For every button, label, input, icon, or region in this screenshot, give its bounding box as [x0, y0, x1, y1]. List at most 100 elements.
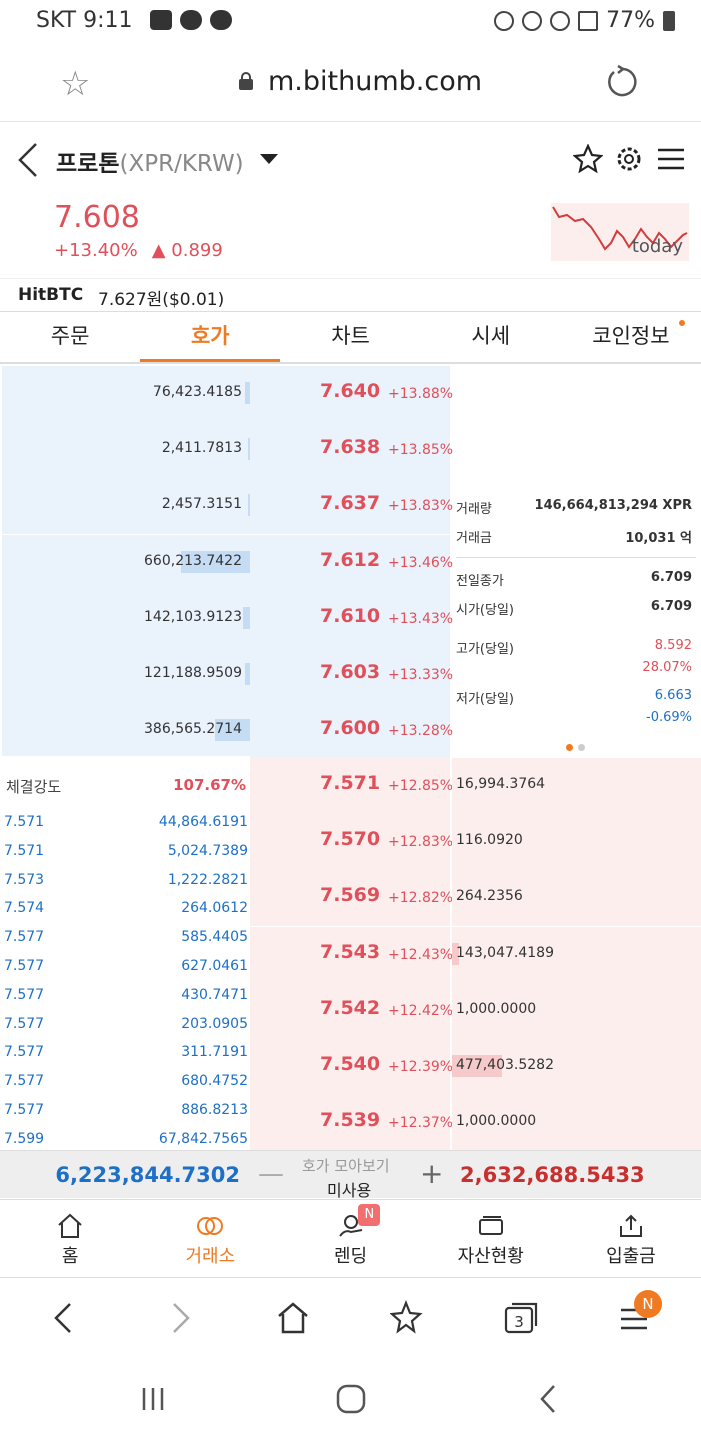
hitbtc-price: 7.627원($0.01) — [98, 290, 225, 310]
browser-home-icon[interactable] — [276, 1300, 310, 1336]
back-arrow-icon[interactable] — [14, 140, 42, 180]
menu-hamburger-icon[interactable] — [656, 144, 686, 174]
collect-state[interactable]: 미사용 — [327, 1181, 372, 1200]
market-dropdown-icon[interactable] — [260, 154, 278, 164]
nav-exchange[interactable]: 거래소 — [140, 1200, 280, 1277]
chat-notification-icon — [180, 10, 202, 30]
bookmark-star-icon[interactable]: ☆ — [60, 64, 91, 104]
ask-qty-bar — [245, 663, 250, 685]
nav-assets[interactable]: 자산현황 — [421, 1200, 561, 1277]
nav-deposit[interactable]: 입출금 — [561, 1200, 701, 1277]
bid-price-row[interactable]: 7.570 +12.83% — [250, 814, 454, 871]
trade-price: 7.577 — [4, 1044, 45, 1061]
sparkline-chart[interactable]: today — [551, 203, 689, 261]
ask-price-row[interactable]: 7.637 +13.83% — [250, 478, 453, 535]
tab-orderbook[interactable]: 호가 — [140, 312, 281, 362]
page-dot — [578, 744, 586, 751]
bid-price-row[interactable]: 7.543 +12.43% — [250, 926, 453, 983]
ask-qty: 2,411.7813 — [161, 440, 242, 457]
ask-qty-cell: 76,423.4185 — [2, 366, 250, 422]
stat-amount: 거래금 10,031 억 — [456, 527, 696, 549]
ask-qty-bar — [248, 438, 250, 461]
tab-chart[interactable]: 차트 — [331, 324, 370, 348]
stat-prev-close: 전일종가 6.709 — [456, 570, 696, 592]
stat-volume: 거래량 146,664,813,294 XPR — [456, 498, 696, 520]
url-text[interactable]: m.bithumb.com — [268, 66, 483, 97]
tab-quotes[interactable]: 시세 — [471, 324, 511, 348]
ask-price-row[interactable]: 7.640 +13.88% — [250, 366, 454, 422]
ask-pct: +13.85% — [388, 442, 454, 459]
stat-low: 저가(당일) 6.663 -0.69% — [456, 688, 696, 732]
bid-price: 7.570 — [320, 828, 381, 851]
system-back-icon[interactable] — [534, 1382, 562, 1416]
bid-price-row[interactable]: 7.569 +12.82% — [250, 870, 453, 927]
trade-row: 7.571 44,864.6191 — [4, 808, 248, 836]
collect-label: 호가 모아보기 — [302, 1157, 390, 1175]
ask-qty-bar — [248, 494, 250, 517]
ask-price-row[interactable]: 7.612 +13.46% — [250, 534, 454, 591]
ask-pct: +13.88% — [388, 386, 454, 402]
bid-pct: +12.42% — [388, 1002, 454, 1019]
ask-pct: +13.46% — [388, 554, 454, 571]
stat-high: 고가(당일) 8.592 28.07% — [456, 638, 696, 682]
bid-price-row[interactable]: 7.540 +12.39% — [250, 1039, 453, 1095]
recent-apps-icon[interactable] — [138, 1384, 168, 1414]
ask-qty-cell: 121,188.9509 — [2, 647, 250, 703]
system-home-icon[interactable] — [334, 1382, 368, 1416]
ask-qty: 386,565.2714 — [144, 721, 242, 738]
collect-minus-button[interactable]: — — [258, 1159, 284, 1189]
bid-pct: +12.83% — [388, 834, 454, 851]
bid-qty-cell: 143,047.4189 — [452, 926, 701, 983]
trade-price: 7.573 — [4, 871, 45, 888]
favorite-star-icon[interactable] — [573, 144, 603, 174]
ask-pct: +13.33% — [388, 667, 454, 683]
market-title[interactable]: 프로톤(XPR/KRW) — [56, 144, 244, 178]
gallery-notification-icon — [150, 10, 172, 30]
stat-open-label: 시가(당일) — [456, 603, 514, 618]
bid-price-row[interactable]: 7.539 +12.37% — [250, 1095, 453, 1152]
trade-qty: 311.7191 — [181, 1044, 248, 1061]
bid-qty-cell: 116.0920 — [452, 814, 701, 871]
ask-price-row[interactable]: 7.638 +13.85% — [250, 422, 454, 479]
bid-price: 7.539 — [320, 1109, 381, 1132]
ask-price: 7.638 — [320, 436, 381, 459]
tab-coin-info[interactable]: 코인정보 — [561, 312, 701, 362]
browser-bookmarks-icon[interactable] — [390, 1300, 426, 1336]
bid-price-row[interactable]: 7.571 +12.85% — [250, 758, 453, 814]
tab-order[interactable]: 주문 — [50, 324, 90, 348]
reload-icon[interactable] — [604, 64, 640, 100]
browser-back-icon[interactable] — [48, 1300, 78, 1336]
ask-qty-bar — [242, 606, 250, 629]
browser-tabs-icon[interactable]: 3 — [504, 1300, 540, 1336]
ask-price: 7.610 — [320, 604, 381, 627]
ask-price-row[interactable]: 7.603 +13.33% — [250, 647, 454, 703]
trade-qty: 203.0905 — [181, 1015, 248, 1032]
stat-low-label: 저가(당일) — [456, 692, 514, 707]
browser-forward-icon[interactable] — [166, 1300, 196, 1336]
ask-qty: 142,103.9123 — [144, 608, 242, 625]
nav-home[interactable]: 홈 — [0, 1200, 140, 1277]
trade-price: 7.571 — [4, 814, 45, 830]
browser-toolbar: 3 — [0, 1277, 701, 1359]
trade-row: 7.577 886.8213 — [4, 1096, 248, 1124]
ask-price-row[interactable]: 7.610 +13.43% — [250, 590, 453, 647]
ask-price-row[interactable]: 7.600 +13.28% — [250, 703, 454, 760]
battery-text: 77% — [606, 8, 655, 33]
trade-qty: 430.7471 — [181, 986, 248, 1003]
stat-low-value: 6.663 — [654, 688, 692, 703]
trade-qty: 627.0461 — [181, 958, 248, 974]
trade-row: 7.577 680.4752 — [4, 1067, 248, 1095]
menu-new-badge: N — [634, 1290, 662, 1318]
ask-pct: +13.28% — [388, 723, 454, 740]
bid-qty-cell: 1,000.0000 — [452, 982, 701, 1039]
ask-qty-cell: 386,565.2714 — [2, 703, 250, 760]
trade-price: 7.577 — [4, 929, 45, 946]
bid-qty: 116.0920 — [456, 832, 523, 849]
bid-price-row[interactable]: 7.542 +12.42% — [250, 982, 454, 1039]
bid-price: 7.569 — [320, 884, 381, 907]
wifi-icon — [550, 10, 571, 31]
nav-lending[interactable]: N 렌딩 — [280, 1200, 420, 1277]
settings-gear-icon[interactable] — [614, 144, 644, 174]
current-price: 7.608 — [54, 200, 140, 235]
collect-plus-button[interactable]: + — [420, 1157, 444, 1190]
